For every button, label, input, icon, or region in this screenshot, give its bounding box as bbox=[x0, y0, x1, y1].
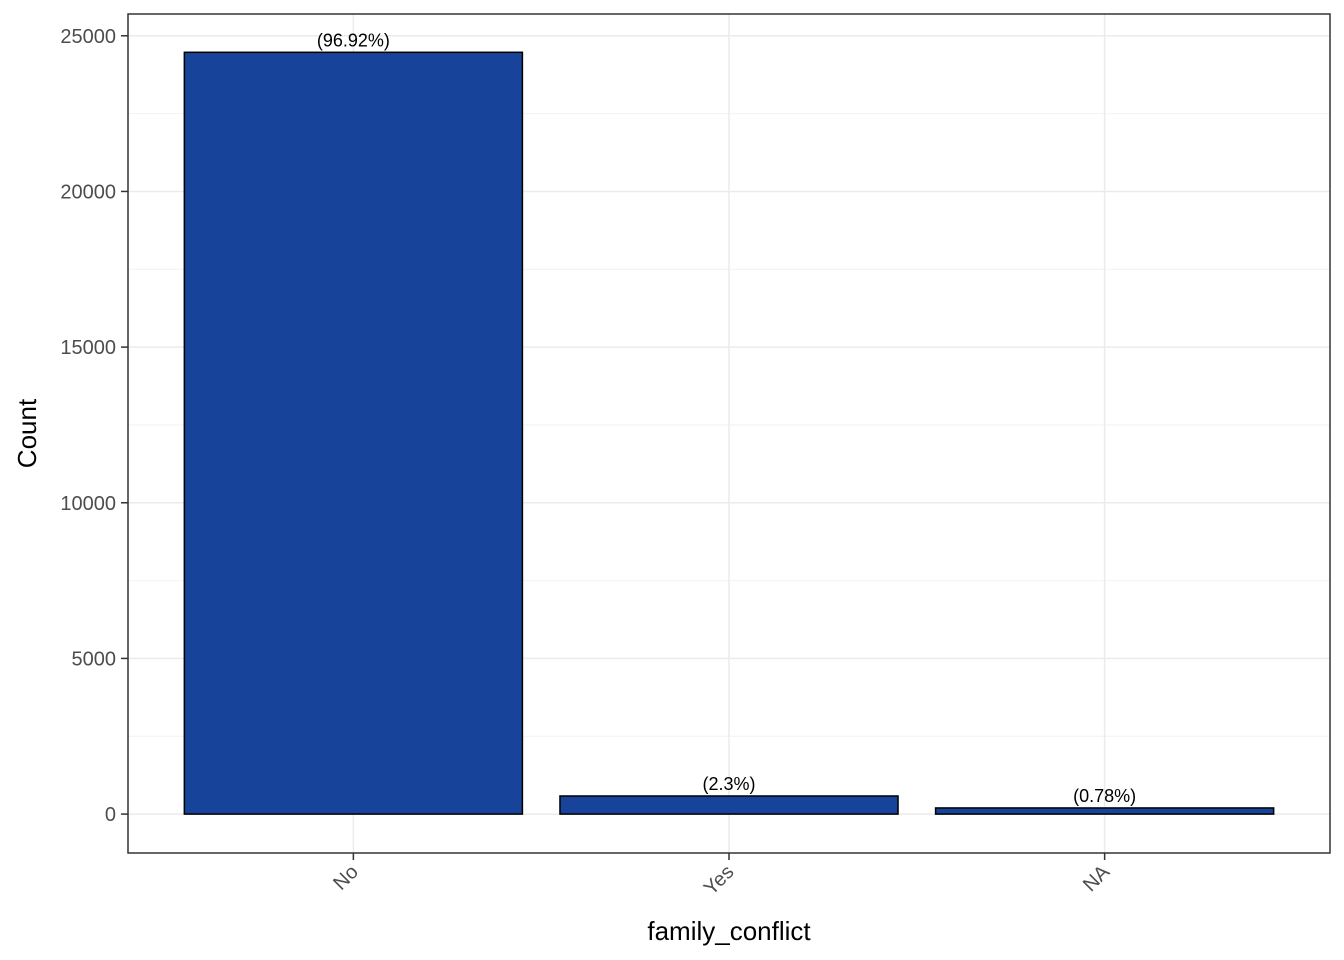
bar-data-label: (0.78%) bbox=[1073, 786, 1136, 806]
bar-labels: (96.92%) (2.3%) (0.78%) bbox=[317, 30, 1136, 806]
x-axis-title: family_conflict bbox=[647, 916, 811, 946]
y-axis-title: Count bbox=[12, 398, 42, 468]
bar-data-label: (96.92%) bbox=[317, 30, 390, 50]
x-tick-label: Yes bbox=[700, 861, 739, 900]
y-tick-label: 20000 bbox=[60, 181, 116, 203]
x-axis-ticks: No Yes NA bbox=[329, 853, 1115, 900]
bar-data-label: (2.3%) bbox=[702, 774, 755, 794]
y-tick-label: 15000 bbox=[60, 337, 116, 359]
y-tick-label: 10000 bbox=[60, 493, 116, 515]
x-tick-label: No bbox=[329, 861, 363, 895]
y-tick-label: 0 bbox=[105, 804, 116, 826]
y-tick-label: 25000 bbox=[60, 26, 116, 48]
bar-no bbox=[183, 51, 524, 815]
bars bbox=[183, 51, 1275, 815]
y-axis-ticks: 0 5000 10000 15000 20000 25000 bbox=[60, 26, 128, 826]
x-tick-label: NA bbox=[1079, 861, 1115, 897]
y-tick-label: 5000 bbox=[72, 648, 117, 670]
bar-na bbox=[934, 807, 1275, 815]
bar-yes bbox=[559, 795, 899, 815]
